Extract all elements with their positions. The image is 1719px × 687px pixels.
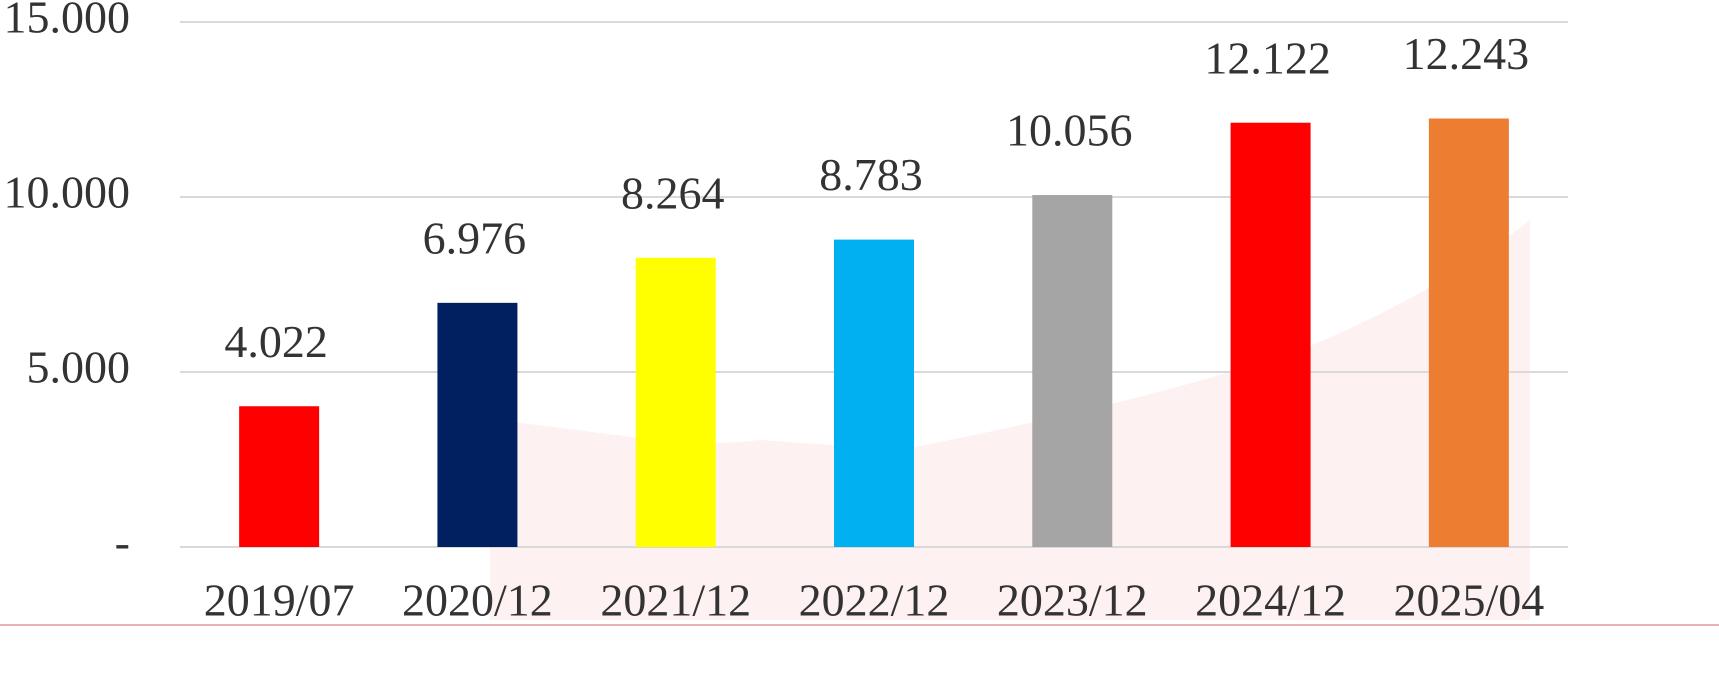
x-tick-label: 2021/12 bbox=[600, 575, 751, 626]
data-label: 6.976 bbox=[423, 212, 527, 263]
x-tick-label: 2024/12 bbox=[1195, 575, 1346, 626]
x-tick-label: 2022/12 bbox=[799, 575, 950, 626]
y-tick-label: 5.000 bbox=[27, 342, 131, 393]
data-label: 8.783 bbox=[819, 149, 923, 200]
y-tick-label: 15.000 bbox=[4, 0, 131, 43]
x-tick-label: 2020/12 bbox=[402, 575, 553, 626]
x-tick-label: 2023/12 bbox=[997, 575, 1148, 626]
x-tick-label: 2019/07 bbox=[204, 575, 355, 626]
y-tick-label: - bbox=[115, 517, 130, 568]
data-label: 12.243 bbox=[1403, 28, 1530, 79]
x-tick-label: 2025/04 bbox=[1393, 575, 1544, 626]
bar bbox=[1032, 195, 1113, 548]
bar bbox=[239, 406, 320, 547]
data-label: 8.264 bbox=[621, 167, 725, 218]
bar bbox=[635, 257, 716, 547]
data-label: 10.056 bbox=[1006, 105, 1133, 156]
bar bbox=[834, 239, 914, 547]
y-tick-label: 10.000 bbox=[4, 167, 131, 218]
data-label: 12.122 bbox=[1204, 32, 1331, 83]
bar bbox=[1230, 122, 1311, 547]
data-label: 4.022 bbox=[224, 316, 328, 367]
bar bbox=[437, 302, 518, 547]
bar bbox=[1428, 118, 1509, 548]
